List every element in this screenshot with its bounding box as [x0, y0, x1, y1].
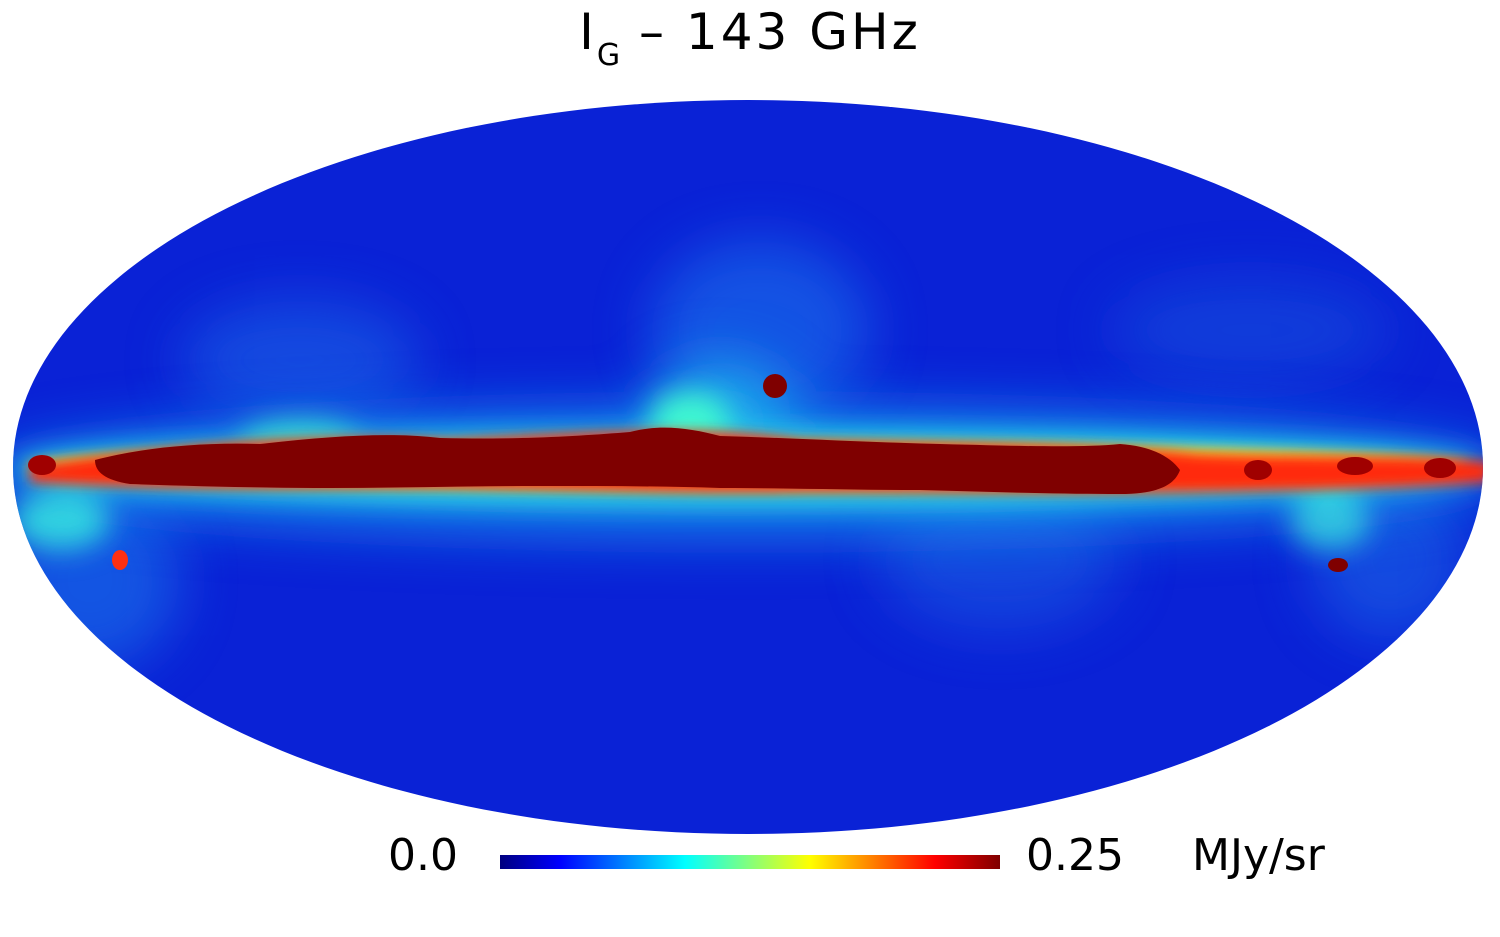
sky-map-body — [13, 100, 1483, 834]
title-symbol: I — [579, 3, 597, 61]
map-title: IG – 143 GHz — [0, 2, 1500, 73]
title-frequency: – 143 GHz — [620, 3, 921, 61]
colorbar-max-label: 0.25 — [1026, 830, 1124, 881]
title-subscript: G — [596, 38, 621, 73]
colorbar-min-label: 0.0 — [388, 830, 458, 881]
galactic-plane-core — [95, 427, 1180, 494]
compact-sources — [28, 374, 1456, 572]
colorbar-unit-label: MJy/sr — [1192, 830, 1325, 881]
colorbar — [500, 855, 1000, 869]
